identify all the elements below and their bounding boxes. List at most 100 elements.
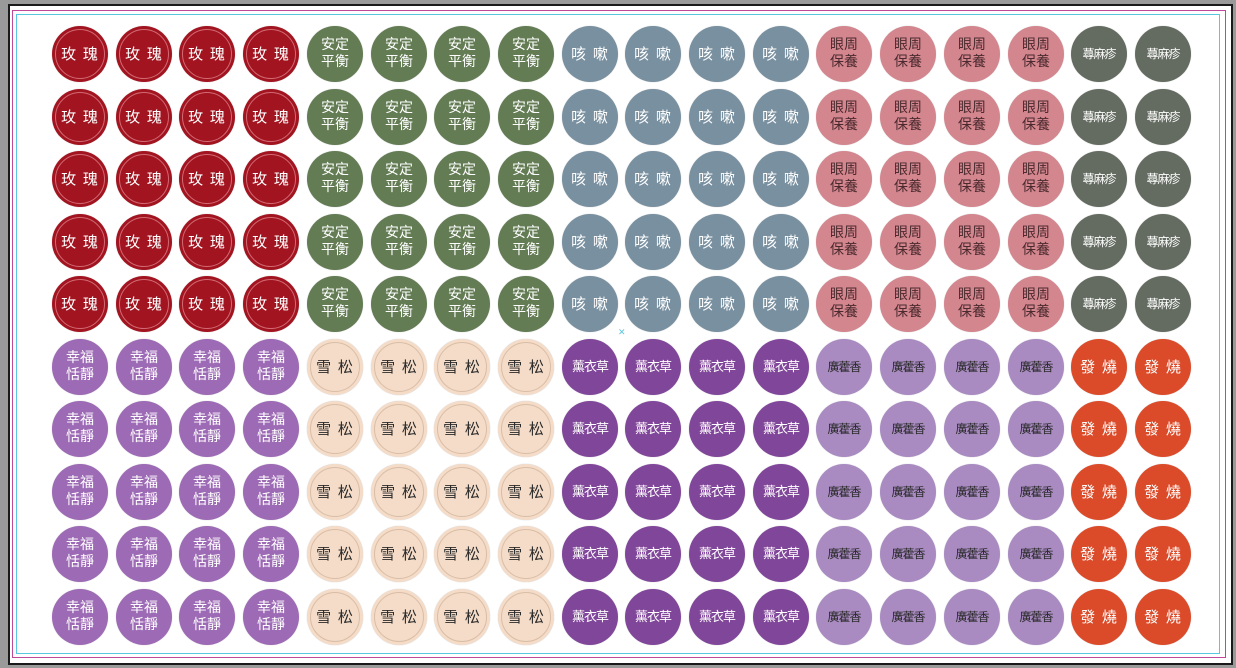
sticker-label: 玫 瑰: [188, 232, 226, 251]
sticker-label: 玫 瑰: [125, 44, 163, 63]
sticker-happy: 幸福 恬靜: [179, 339, 235, 395]
sticker-hives: 蕁麻疹: [1071, 89, 1127, 145]
sticker-label: 幸福: [257, 600, 285, 616]
sticker-label: 幸福: [193, 475, 221, 491]
sticker-label: 眼周: [894, 225, 922, 241]
sticker-cough: 咳 嗽: [625, 89, 681, 145]
sticker-eye: 眼周 保養: [1008, 276, 1064, 332]
sticker-patchouli: 廣藿香: [944, 526, 1000, 582]
sticker-label: 蕁麻疹: [1146, 171, 1180, 186]
sticker-label: 安定: [448, 37, 476, 53]
sticker-label: 眼周: [1022, 100, 1050, 116]
sticker-label: 保養: [1022, 117, 1050, 133]
sticker-eye: 眼周 保養: [816, 89, 872, 145]
sticker-label: 薰衣草: [698, 546, 736, 562]
sticker-label: 咳 嗽: [571, 294, 609, 313]
sticker-label: 眼周: [830, 225, 858, 241]
sticker-label: 玫 瑰: [125, 294, 163, 313]
sticker-cedar: 雪 松: [498, 401, 554, 457]
sticker-label: 雪 松: [380, 357, 418, 376]
sticker-label: 平衡: [385, 179, 413, 195]
sticker-cedar: 雪 松: [434, 589, 490, 645]
sticker-label: 保養: [830, 117, 858, 133]
sticker-label: 咳 嗽: [762, 294, 800, 313]
sticker-label: 平衡: [512, 54, 540, 70]
sticker-label: 咳 嗽: [762, 44, 800, 63]
sticker-cough: 咳 嗽: [689, 151, 745, 207]
sticker-label: 眼周: [830, 162, 858, 178]
sticker-eye: 眼周 保養: [880, 276, 936, 332]
sticker-label: 幸福: [130, 350, 158, 366]
sticker-label: 玫 瑰: [188, 107, 226, 126]
sticker-label: 幸福: [193, 600, 221, 616]
sticker-label: 安定: [385, 225, 413, 241]
sticker-label: 保養: [830, 304, 858, 320]
sticker-cough: 咳 嗽: [689, 276, 745, 332]
sticker-label: 咳 嗽: [571, 232, 609, 251]
sticker-cedar: 雪 松: [307, 464, 363, 520]
sticker-rose: 玫 瑰: [116, 26, 172, 82]
sticker-lavender: 薰衣草: [689, 339, 745, 395]
sticker-label: 恬靜: [66, 617, 94, 633]
sticker-label: 玫 瑰: [188, 294, 226, 313]
sticker-eye: 眼周 保養: [880, 214, 936, 270]
sticker-happy: 幸福 恬靜: [243, 464, 299, 520]
sticker-rose: 玫 瑰: [116, 276, 172, 332]
sticker-label: 廣藿香: [827, 609, 861, 624]
sticker-label: 發 燒: [1144, 607, 1182, 626]
sticker-label: 眼周: [894, 37, 922, 53]
sticker-label: 玫 瑰: [61, 107, 99, 126]
sticker-patchouli: 廣藿香: [880, 589, 936, 645]
sticker-label: 薰衣草: [698, 609, 736, 625]
sticker-label: 雪 松: [507, 482, 545, 501]
sticker-lavender: 薰衣草: [625, 526, 681, 582]
center-registration-mark: ✕: [618, 328, 626, 338]
sticker-label: 保養: [894, 242, 922, 258]
sticker-calm: 安定 平衡: [371, 89, 427, 145]
sticker-label: 眼周: [1022, 37, 1050, 53]
sticker-label: 平衡: [321, 179, 349, 195]
sticker-label: 廣藿香: [891, 484, 925, 499]
sticker-lavender: 薰衣草: [753, 526, 809, 582]
sticker-eye: 眼周 保養: [880, 89, 936, 145]
sticker-label: 安定: [321, 100, 349, 116]
sticker-patchouli: 廣藿香: [816, 401, 872, 457]
sticker-label: 恬靜: [193, 429, 221, 445]
sticker-label: 恬靜: [257, 367, 285, 383]
sticker-label: 蕁麻疹: [1146, 109, 1180, 124]
sticker-cough: 咳 嗽: [562, 151, 618, 207]
sticker-cedar: 雪 松: [434, 526, 490, 582]
sticker-label: 薰衣草: [571, 484, 609, 500]
sticker-label: 安定: [385, 162, 413, 178]
sticker-label: 幸福: [193, 412, 221, 428]
sticker-label: 玫 瑰: [252, 169, 290, 188]
sticker-eye: 眼周 保養: [944, 214, 1000, 270]
sticker-label: 眼周: [830, 100, 858, 116]
sticker-label: 平衡: [321, 54, 349, 70]
sticker-label: 保養: [830, 54, 858, 70]
sticker-label: 咳 嗽: [571, 107, 609, 126]
sticker-label: 恬靜: [130, 429, 158, 445]
sticker-label: 發 燒: [1080, 544, 1118, 563]
sticker-label: 幸福: [257, 412, 285, 428]
sticker-label: 薰衣草: [762, 609, 800, 625]
sticker-patchouli: 廣藿香: [816, 339, 872, 395]
sticker-label: 薰衣草: [698, 484, 736, 500]
sticker-lavender: 薰衣草: [625, 589, 681, 645]
sticker-label: 咳 嗽: [634, 107, 672, 126]
sticker-happy: 幸福 恬靜: [116, 464, 172, 520]
sticker-label: 平衡: [321, 117, 349, 133]
sticker-patchouli: 廣藿香: [944, 464, 1000, 520]
sticker-label: 蕁麻疹: [1146, 46, 1180, 61]
sticker-cedar: 雪 松: [307, 339, 363, 395]
sticker-label: 安定: [448, 100, 476, 116]
sticker-label: 平衡: [385, 242, 413, 258]
sticker-cedar: 雪 松: [371, 339, 427, 395]
sticker-label: 保養: [894, 54, 922, 70]
sticker-lavender: 薰衣草: [562, 339, 618, 395]
sticker-calm: 安定 平衡: [498, 26, 554, 82]
sticker-label: 安定: [512, 287, 540, 303]
sticker-hives: 蕁麻疹: [1135, 89, 1191, 145]
sticker-cedar: 雪 松: [434, 401, 490, 457]
